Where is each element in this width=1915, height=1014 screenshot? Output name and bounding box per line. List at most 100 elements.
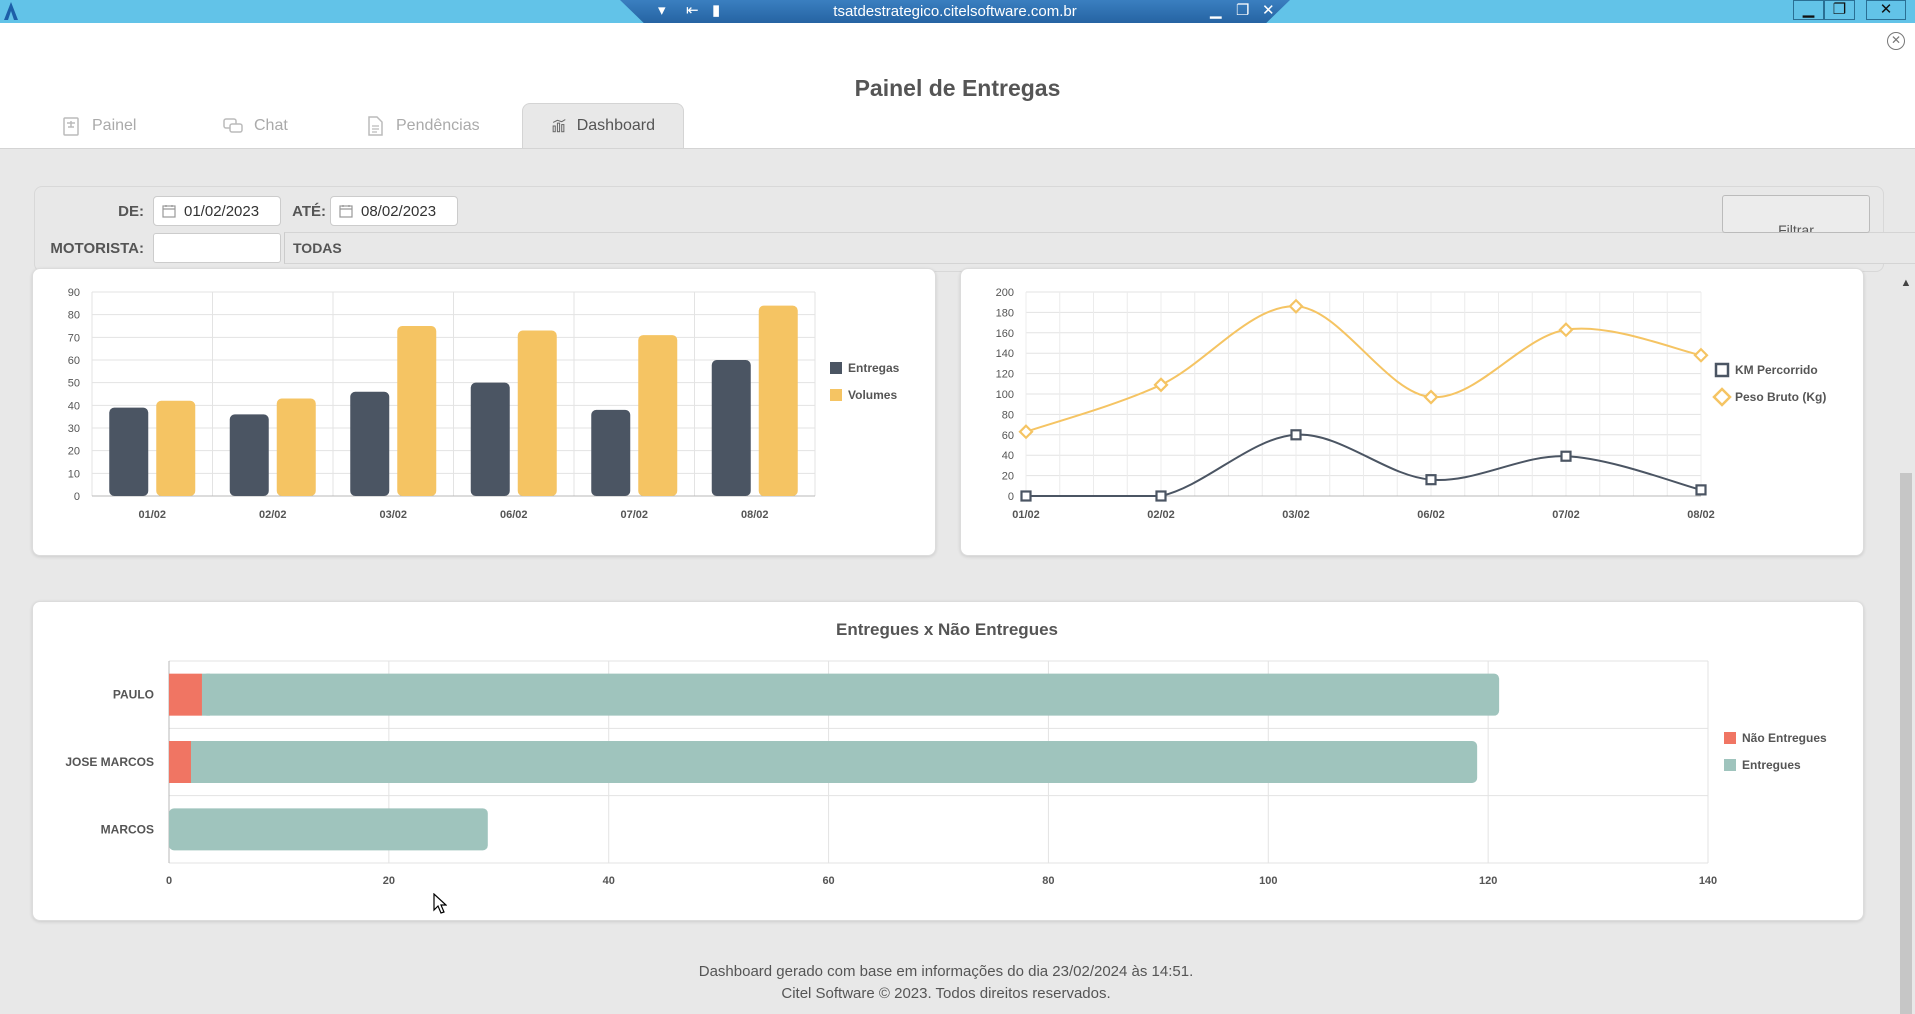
data-point-km	[1695, 484, 1707, 496]
x-tick-label: 03/02	[379, 509, 407, 521]
bar-chart-icon	[552, 119, 566, 133]
bar-volumes	[638, 335, 678, 496]
y-tick-label: 20	[68, 446, 80, 458]
data-point-km	[1290, 429, 1302, 441]
close-panel-icon[interactable]: ✕	[1887, 32, 1905, 50]
bar-segment-não-entregues	[169, 673, 202, 716]
deliveries-volumes-chart: 0 10 20 30 40 50 60 70 80 90 01/02 02/02 03/02 06/02 0…	[68, 287, 900, 521]
delivered-vs-undelivered-card: Entregues x Não Entregues 0 20 40 60 80 100 120…	[32, 601, 1864, 921]
legend-label: Entregues	[1742, 758, 1801, 772]
chevron-down-icon[interactable]: ▾	[658, 2, 666, 19]
tab-pendencias[interactable]: Pendências	[364, 103, 480, 148]
data-point-weight	[1018, 424, 1034, 440]
tab-dashboard[interactable]: Dashboard	[522, 103, 684, 148]
y-tick-label: 10	[68, 468, 80, 480]
driver-input[interactable]	[153, 233, 281, 263]
to-date-value: 08/02/2023	[361, 202, 437, 220]
from-date-value: 01/02/2023	[184, 202, 260, 220]
tab-label: Dashboard	[576, 117, 655, 134]
y-tick-label: 30	[68, 423, 80, 435]
y-tick-label: 60	[1002, 430, 1014, 442]
data-point-weight	[1558, 322, 1574, 338]
category-label: MARCOS	[101, 822, 154, 836]
filter-button[interactable]: Filtrar	[1722, 195, 1870, 233]
tab-label: Pendências	[396, 116, 480, 134]
bar-segment-joint	[190, 741, 199, 783]
from-date-input[interactable]: 01/02/2023	[153, 196, 281, 226]
legend-label: KM Percorrido	[1735, 363, 1818, 377]
window-minimize-button[interactable]: ▁	[1793, 0, 1824, 20]
page-scrollbar[interactable]: ▲	[1897, 273, 1915, 1014]
legend-swatch	[1724, 732, 1736, 744]
x-tick-label: 08/02	[741, 509, 769, 521]
driver-label: MOTORISTA:	[50, 240, 144, 257]
scroll-thumb[interactable]	[1900, 473, 1912, 1014]
tab-painel[interactable]: Painel	[60, 103, 136, 148]
to-date-label: ATÉ:	[292, 203, 326, 220]
pin-icon[interactable]: ⇤	[686, 2, 699, 19]
bar-volumes	[397, 326, 437, 496]
bar-segment-entregues	[201, 673, 1500, 716]
category-label: JOSE MARCOS	[65, 755, 154, 769]
y-tick-label: 60	[68, 355, 80, 367]
tab-label: Painel	[92, 116, 137, 134]
km-weight-chart: 0 20 40 60 80 100 120 140 160 180 200 01/02 02/02 03/…	[996, 287, 1827, 521]
data-point-km	[1155, 490, 1167, 502]
bar-entregas	[350, 391, 390, 496]
data-point-weight	[1693, 347, 1709, 363]
x-tick-label: 60	[822, 875, 834, 887]
bar-entregas	[591, 409, 631, 496]
filter-button-label: Filtrar	[1778, 222, 1814, 233]
bar-segment-joint	[201, 673, 210, 716]
bar-segment-não-entregues	[169, 741, 191, 783]
remote-session-bar: ▾ ⇤ ▮ tsatdestrategico.citelsoftware.com…	[0, 0, 1915, 26]
x-tick-label: 03/02	[1282, 509, 1310, 521]
bar-entregas	[711, 360, 751, 496]
data-point-km	[1020, 490, 1032, 502]
y-tick-label: 0	[74, 491, 80, 503]
y-tick-label: 120	[996, 369, 1014, 381]
y-tick-label: 200	[996, 287, 1014, 299]
restore-icon[interactable]: ❐	[1236, 2, 1250, 19]
window-restore-button[interactable]: ❐	[1824, 0, 1855, 20]
x-tick-label: 0	[166, 875, 172, 887]
data-point-weight	[1288, 298, 1304, 314]
to-date-input[interactable]: 08/02/2023	[330, 196, 458, 226]
legend-swatch	[1712, 387, 1732, 407]
driver-select[interactable]: TODAS	[284, 232, 1915, 264]
bar-entregas	[109, 407, 149, 496]
x-tick-label: 20	[383, 875, 395, 887]
x-tick-label: 120	[1479, 875, 1497, 887]
x-tick-label: 06/02	[500, 509, 528, 521]
y-tick-label: 80	[68, 310, 80, 322]
window-close-button[interactable]: ✕	[1866, 0, 1906, 20]
bar-segment-entregues	[190, 741, 1478, 783]
y-tick-label: 90	[68, 287, 80, 299]
document-icon	[368, 115, 383, 136]
mouse-cursor-icon	[433, 893, 447, 914]
driver-select-value: TODAS	[293, 240, 342, 256]
tab-chat[interactable]: Chat	[222, 103, 288, 148]
calendar-icon	[162, 205, 176, 218]
calendar-icon	[339, 205, 353, 218]
legend-swatch	[830, 362, 842, 374]
legend-label: Não Entregues	[1742, 731, 1827, 745]
scroll-up-icon[interactable]: ▲	[1900, 277, 1912, 289]
legend-swatch	[830, 389, 842, 401]
legend-label: Volumes	[848, 388, 897, 402]
y-tick-label: 0	[1008, 491, 1014, 503]
x-tick-label: 02/02	[1147, 509, 1175, 521]
close-icon[interactable]: ✕	[1262, 2, 1275, 19]
data-point-km	[1425, 474, 1437, 486]
data-point-km	[1560, 450, 1572, 462]
x-tick-label: 01/02	[1012, 509, 1040, 521]
bar-volumes	[156, 400, 196, 496]
data-point-weight	[1423, 389, 1439, 405]
chart-title: Entregues x Não Entregues	[836, 620, 1058, 639]
page-title: Painel de Entregas	[854, 75, 1061, 101]
x-tick-label: 08/02	[1687, 509, 1715, 521]
bar-segment-entregues	[169, 808, 488, 851]
minimize-icon[interactable]: ▁	[1210, 2, 1222, 19]
connection-bar: ▾ ⇤ ▮ tsatdestrategico.citelsoftware.com…	[620, 0, 1290, 26]
bar-entregas	[229, 414, 269, 496]
